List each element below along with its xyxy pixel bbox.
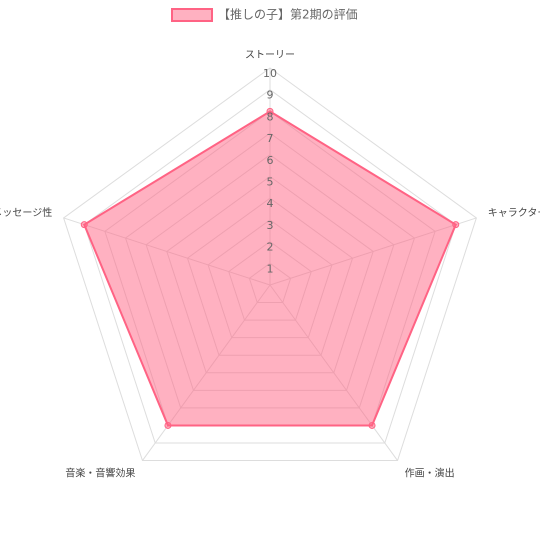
radar-point: [80, 221, 88, 229]
radar-point: [164, 421, 172, 429]
category-label: キャラクター: [488, 207, 540, 219]
category-label: ストーリー: [245, 50, 295, 61]
r-tick-label: 3: [267, 219, 274, 232]
category-label: 作画・演出: [405, 466, 455, 479]
r-tick-label: 4: [267, 197, 274, 210]
radar-area: [83, 110, 457, 427]
r-tick-label: 9: [267, 89, 274, 102]
grid-line: [83, 89, 457, 444]
legend-swatch: [171, 8, 213, 22]
legend-label: 【推しの子】第2期の評価: [218, 7, 358, 22]
radar-point: [368, 421, 376, 429]
category-label: 音楽・音響効果: [65, 466, 135, 479]
r-tick-label: 6: [267, 154, 274, 167]
r-tick-label: 5: [267, 176, 274, 189]
r-tick-label: 1: [267, 262, 274, 275]
r-tick-label: 8: [267, 110, 274, 123]
grid-line: [63, 67, 477, 462]
category-label: メッセージ性: [0, 206, 52, 219]
radar-point: [452, 221, 460, 229]
r-tick-label: 2: [267, 241, 274, 254]
radar-point: [266, 107, 274, 115]
r-tick-label: 7: [267, 132, 274, 145]
r-tick-label: 10: [263, 67, 277, 80]
